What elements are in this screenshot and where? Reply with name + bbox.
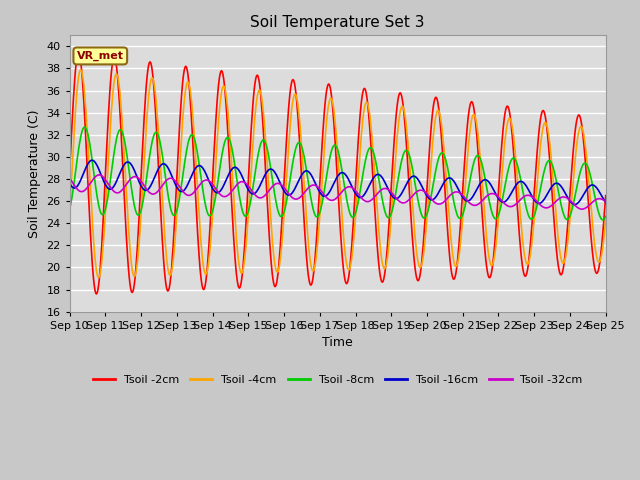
Text: VR_met: VR_met <box>77 51 124 61</box>
Y-axis label: Soil Temperature (C): Soil Temperature (C) <box>28 109 41 238</box>
X-axis label: Time: Time <box>323 336 353 349</box>
Title: Soil Temperature Set 3: Soil Temperature Set 3 <box>250 15 425 30</box>
Legend: Tsoil -2cm, Tsoil -4cm, Tsoil -8cm, Tsoil -16cm, Tsoil -32cm: Tsoil -2cm, Tsoil -4cm, Tsoil -8cm, Tsoi… <box>88 370 587 389</box>
